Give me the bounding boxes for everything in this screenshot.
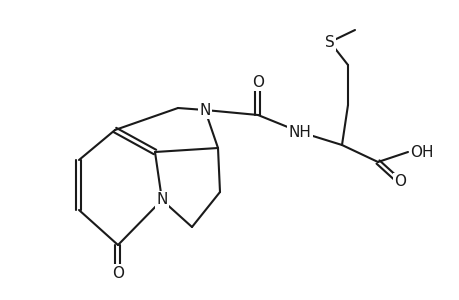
Text: N: N [156,193,168,208]
Text: O: O [393,175,405,190]
Text: O: O [252,74,263,89]
Text: OH: OH [409,145,432,160]
Text: O: O [112,266,124,280]
Text: N: N [199,103,210,118]
Text: S: S [325,34,334,50]
Text: NH: NH [288,124,311,140]
